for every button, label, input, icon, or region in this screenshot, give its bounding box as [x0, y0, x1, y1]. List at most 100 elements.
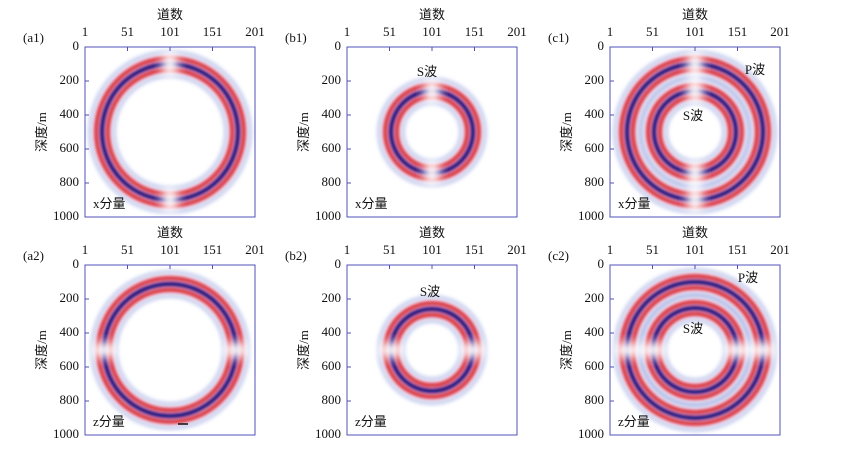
y-tick-label: 0	[73, 256, 80, 271]
panel-label: (a2)	[23, 248, 44, 263]
y-tick-label: 600	[322, 358, 342, 373]
y-tick-label: 600	[585, 358, 605, 373]
x-tick-label: 101	[160, 24, 180, 39]
wave-annotation: S波	[420, 284, 440, 299]
gaps	[162, 50, 178, 214]
x-tick-label: 101	[685, 242, 705, 257]
x-tick-label: 1	[607, 24, 614, 39]
component-label: x分量	[618, 196, 651, 211]
component-label: z分量	[355, 414, 387, 429]
x-tick-label: 101	[422, 24, 442, 39]
y-tick-label: 1000	[53, 426, 79, 441]
wave-annotation: S波	[417, 64, 437, 79]
y-tick-label: 1000	[315, 208, 341, 223]
y-tick-label: 800	[585, 174, 605, 189]
y-tick-label: 600	[322, 140, 342, 155]
x-tick-label: 1	[344, 242, 351, 257]
y-tick-label: 800	[322, 174, 342, 189]
component-label: z分量	[618, 414, 650, 429]
component-label: x分量	[355, 196, 388, 211]
x-tick-label: 51	[383, 24, 396, 39]
y-tick-label: 1000	[578, 208, 604, 223]
x-tick-label: 51	[646, 24, 659, 39]
x-tick-label: 151	[203, 24, 223, 39]
y-tick-label: 200	[585, 290, 605, 305]
y-tick-label: 800	[585, 392, 605, 407]
gaps	[90, 342, 250, 358]
y-tick-label: 0	[598, 256, 605, 271]
gaps	[687, 50, 703, 214]
y-tick-label: 600	[60, 358, 80, 373]
y-tick-label: 800	[322, 392, 342, 407]
y-tick-label: 200	[322, 72, 342, 87]
x-tick-label: 1	[82, 242, 89, 257]
x-tick-label: 201	[507, 242, 527, 257]
y-tick-label: 200	[585, 72, 605, 87]
wave-annotation: S波	[683, 321, 703, 336]
y-tick-label: 600	[585, 140, 605, 155]
y-tick-label: 400	[585, 324, 605, 339]
x-axis-title: 道数	[419, 225, 445, 240]
y-tick-label: 400	[322, 324, 342, 339]
y-tick-label: 200	[60, 72, 80, 87]
x-tick-label: 51	[646, 242, 659, 257]
gaps	[613, 342, 777, 358]
x-tick-label: 201	[770, 242, 790, 257]
x-tick-label: 101	[685, 24, 705, 39]
x-tick-label: 1	[607, 242, 614, 257]
wave-annotation: S波	[683, 108, 703, 123]
y-axis-title: 深度/m	[296, 112, 311, 152]
y-tick-label: 600	[60, 140, 80, 155]
x-axis-title: 道数	[682, 225, 708, 240]
y-tick-label: 1000	[53, 208, 79, 223]
y-tick-label: 1000	[578, 426, 604, 441]
y-tick-label: 0	[73, 38, 80, 53]
y-tick-label: 1000	[315, 426, 341, 441]
y-tick-label: 200	[322, 290, 342, 305]
y-tick-label: 0	[335, 256, 342, 271]
x-tick-label: 151	[203, 242, 223, 257]
x-tick-label: 151	[465, 242, 485, 257]
wave-annotation: P波	[738, 270, 758, 285]
y-tick-label: 200	[60, 290, 80, 305]
y-tick-label: 0	[598, 38, 605, 53]
x-tick-label: 1	[82, 24, 89, 39]
x-axis-title: 道数	[157, 7, 183, 22]
component-label: x分量	[93, 196, 126, 211]
x-axis-title: 道数	[682, 7, 708, 22]
wavefield	[89, 269, 251, 431]
wavefield	[376, 76, 488, 188]
gaps	[424, 77, 440, 187]
panel-label: (c1)	[548, 30, 569, 45]
x-tick-label: 151	[728, 242, 748, 257]
x-tick-label: 1	[344, 24, 351, 39]
wavefield	[612, 49, 778, 215]
y-axis-title: 深度/m	[34, 112, 49, 152]
component-label: z分量	[93, 414, 125, 429]
x-axis-title: 道数	[419, 7, 445, 22]
x-tick-label: 51	[121, 24, 134, 39]
y-axis-title: 深度/m	[296, 330, 311, 370]
x-tick-label: 201	[770, 24, 790, 39]
y-axis-title: 深度/m	[34, 330, 49, 370]
x-tick-label: 101	[160, 242, 180, 257]
wavefield	[376, 294, 488, 406]
y-tick-label: 400	[585, 106, 605, 121]
y-tick-label: 400	[60, 106, 80, 121]
wavefield	[87, 49, 253, 215]
y-axis-title: 深度/m	[559, 330, 574, 370]
wavefield	[612, 267, 778, 433]
y-axis-title: 深度/m	[559, 112, 574, 152]
x-axis-title: 道数	[157, 225, 183, 240]
x-tick-label: 151	[728, 24, 748, 39]
y-tick-label: 400	[60, 324, 80, 339]
panel-label: (b1)	[285, 30, 307, 45]
x-tick-label: 51	[121, 242, 134, 257]
wave-annotation: P波	[745, 62, 765, 77]
